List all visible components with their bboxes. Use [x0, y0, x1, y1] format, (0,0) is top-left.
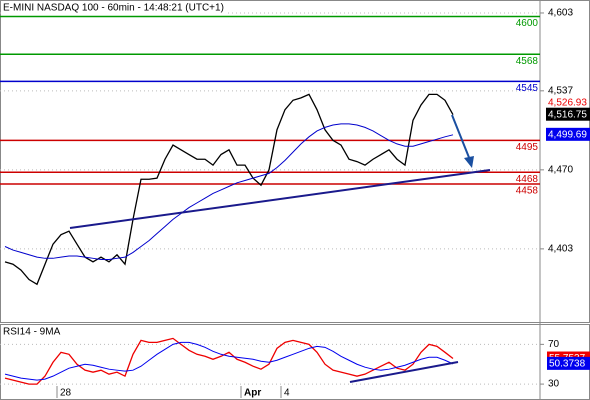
x-tick-label: 28	[60, 388, 72, 399]
last-value-label: 50.3738	[549, 358, 586, 369]
level-label: 4600	[516, 18, 539, 29]
arrow-head	[464, 156, 474, 168]
level-label: 4495	[516, 142, 539, 153]
y-tick-label: 4,603	[548, 8, 573, 19]
rsi-panel	[0, 324, 590, 400]
y-tick-label: 4,470	[548, 164, 573, 175]
chart-title: RSI14 - 9MA	[3, 327, 61, 338]
level-label: 4468	[516, 174, 539, 185]
price-marker-label: 4,526.93	[548, 97, 587, 108]
x-tick-label: Apr	[244, 388, 261, 399]
price-marker-box	[546, 107, 590, 121]
title-bg	[1, 1, 227, 14]
arrow-shaft	[451, 114, 471, 161]
price-marker-label: 4,516.75	[548, 109, 587, 120]
y-tick-label: 4,537	[548, 85, 573, 96]
y-tick-label: 70	[548, 339, 560, 350]
series-line	[4, 341, 454, 381]
level-label: 4568	[516, 56, 539, 67]
series-line	[4, 123, 454, 260]
series-line	[4, 93, 454, 286]
y-tick-label: 4,403	[548, 244, 573, 255]
price-marker-label: 4,499.69	[548, 129, 587, 140]
rsi-trend-line	[349, 361, 459, 383]
x-tick-label: 4	[284, 388, 290, 399]
title-bg	[1, 325, 64, 338]
annotations	[69, 114, 491, 383]
level-label: 4545	[516, 83, 539, 94]
series-line	[4, 337, 454, 385]
price-panel	[0, 0, 590, 323]
last-value-box	[547, 356, 590, 370]
y-tick-label: 30	[548, 379, 560, 390]
trend-line	[69, 169, 491, 229]
chart-title: E-MINI NASDAQ 100 - 60min - 14:48:21 (UT…	[3, 3, 224, 14]
price-marker-box	[546, 127, 590, 141]
level-label: 4458	[516, 186, 539, 197]
